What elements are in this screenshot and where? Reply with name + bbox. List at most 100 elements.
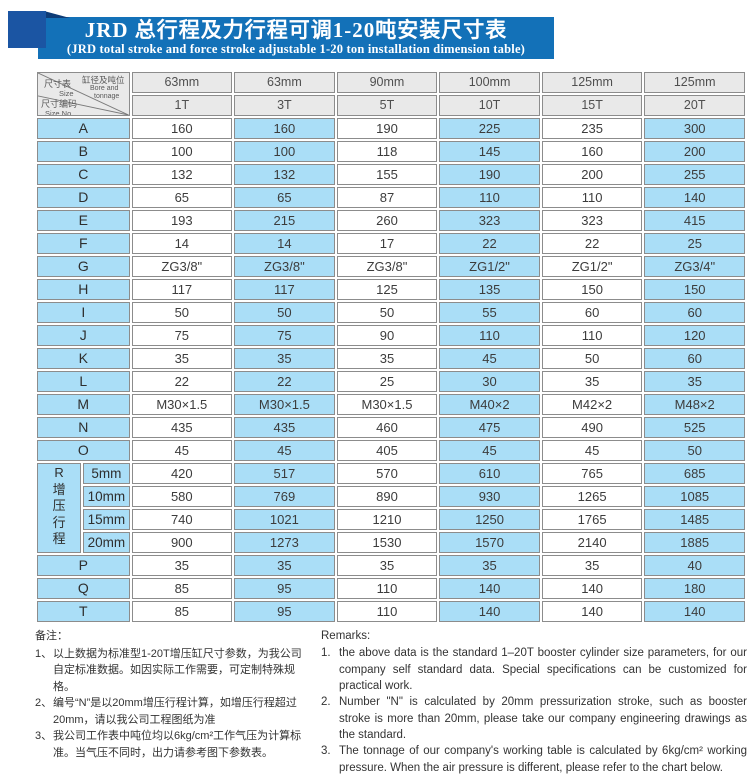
dimension-cell: 17 (336, 233, 438, 254)
dimension-cell: 160 (541, 141, 643, 162)
title-banner: JRD 总行程及力行程可调1-20吨安装尺寸表 (JRD total strok… (38, 17, 554, 59)
dimension-cell: 118 (336, 141, 438, 162)
dimension-cell: 85 (131, 601, 233, 622)
r-label-char: 程 (52, 531, 66, 546)
dimension-cell: 125 (336, 279, 438, 300)
dimension-cell: 60 (644, 348, 745, 369)
r-subrow-label: 15mm (83, 509, 130, 530)
dimension-table: 尺寸表 Size 缸径及吨位 Bore and tonnage 尺寸编码 Size No. 6… (35, 70, 747, 624)
dimension-cell: 35 (131, 555, 233, 576)
dimension-cell: 1265 (541, 486, 643, 507)
dimension-cell: 570 (336, 463, 438, 484)
dimension-cell: 140 (644, 601, 745, 622)
dimension-cell: 900 (131, 532, 233, 553)
dimension-cell: 405 (336, 440, 438, 461)
r-label-char: 压 (52, 498, 66, 513)
bore-header-cell: 125mm (644, 72, 745, 93)
dimension-cell: 22 (234, 371, 335, 392)
note-en-2: 2. Number "N" is calculated by 20mm pres… (321, 694, 747, 743)
dimension-cell: 14 (234, 233, 335, 254)
dimension-cell: 517 (234, 463, 335, 484)
note-text: 编号“N”是以20mm增压行程计算，如增压行程超过20mm，请以我公司工程图纸为… (53, 697, 297, 726)
dimension-cell: 14 (131, 233, 233, 254)
dimension-cell: 1250 (439, 509, 540, 530)
dimension-cell: 685 (644, 463, 745, 484)
dimension-cell: 323 (541, 210, 643, 231)
dimension-cell: 65 (131, 187, 233, 208)
r-label: R (54, 465, 64, 480)
dimension-cell: 140 (541, 578, 643, 599)
dimension-cell: 132 (131, 164, 233, 185)
bore-header-cell: 90mm (336, 72, 438, 93)
row-label: Q (37, 578, 130, 599)
note-marker: 1、 (35, 647, 53, 660)
tonnage-header-cell: 5T (336, 95, 438, 116)
note-text: The tonnage of our company's working tab… (339, 745, 747, 774)
dimension-cell: 435 (131, 417, 233, 438)
dimension-cell: 145 (439, 141, 540, 162)
dimension-cell: 200 (541, 164, 643, 185)
corner-bore-label: 缸径及吨位 (82, 75, 125, 85)
row-label: F (37, 233, 130, 254)
dimension-cell: 132 (234, 164, 335, 185)
dimension-cell: ZG3/8" (336, 256, 438, 277)
dimension-cell: 1485 (644, 509, 745, 530)
dimension-cell: 75 (131, 325, 233, 346)
note-marker: 3、 (35, 730, 53, 742)
row-label: A (37, 118, 130, 139)
dimension-cell: 45 (439, 348, 540, 369)
dimension-cell: 60 (541, 302, 643, 323)
dimension-cell: 323 (439, 210, 540, 231)
bore-header-cell: 100mm (439, 72, 540, 93)
note-marker: 2. (321, 696, 331, 709)
tonnage-header-cell: 1T (131, 95, 233, 116)
dimension-cell: 117 (131, 279, 233, 300)
dimension-cell: 200 (644, 141, 745, 162)
dimension-cell: 60 (644, 302, 745, 323)
row-label: P (37, 555, 130, 576)
dimension-cell: 460 (336, 417, 438, 438)
dimension-cell: 155 (336, 164, 438, 185)
dimension-cell: 193 (131, 210, 233, 231)
table-corner-cell: 尺寸表 Size 缸径及吨位 Bore and tonnage 尺寸编码 Size No. (37, 72, 130, 116)
dimension-cell: 35 (234, 555, 335, 576)
dimension-cell: 100 (234, 141, 335, 162)
corner-size-label: 尺寸表 (44, 79, 72, 89)
dimension-cell: 25 (644, 233, 745, 254)
dimension-cell: M40×2 (439, 394, 540, 415)
note-marker: 1. (321, 647, 331, 660)
dimension-cell: ZG1/2" (541, 256, 643, 277)
note-zh-3: 3、 我公司工作表中吨位均以6kg/cm²工作气压为计算标准。当气压不同时，出力… (35, 728, 307, 761)
notes-section: 备注： 1、 以上数据为标准型1-20T增压缸尺寸参数，为我公司自定标准数据。如… (35, 628, 747, 776)
r-subrow-label: 10mm (83, 486, 130, 507)
dimension-cell: 255 (644, 164, 745, 185)
dimension-cell: 1210 (336, 509, 438, 530)
notes-en-heading: Remarks: (321, 630, 371, 642)
dimension-cell: 475 (439, 417, 540, 438)
dimension-cell: 2140 (541, 532, 643, 553)
notes-zh: 备注： 1、 以上数据为标准型1-20T增压缸尺寸参数，为我公司自定标准数据。如… (35, 628, 307, 776)
banner-accent-square (8, 11, 46, 48)
r-subrow-label: 5mm (83, 463, 130, 484)
r-label-char: 行 (52, 514, 66, 530)
dimension-cell: 120 (644, 325, 745, 346)
dimension-cell: 215 (234, 210, 335, 231)
row-label: M (37, 394, 130, 415)
dimension-cell: 75 (234, 325, 335, 346)
notes-en: Remarks: 1. the above data is the standa… (321, 628, 747, 776)
dimension-cell: M30×1.5 (336, 394, 438, 415)
dimension-cell: 300 (644, 118, 745, 139)
dimension-cell: 1570 (439, 532, 540, 553)
dimension-cell: M30×1.5 (131, 394, 233, 415)
dimension-cell: 35 (336, 555, 438, 576)
dimension-cell: 90 (336, 325, 438, 346)
ribbon-fold-triangle (44, 11, 70, 18)
dimension-cell: 45 (541, 440, 643, 461)
dimension-cell: 190 (439, 164, 540, 185)
bore-header-cell: 63mm (234, 72, 335, 93)
dimension-cell: 1885 (644, 532, 745, 553)
dimension-cell: 140 (541, 601, 643, 622)
dimension-cell: 135 (439, 279, 540, 300)
row-label: E (37, 210, 130, 231)
tonnage-header-cell: 10T (439, 95, 540, 116)
